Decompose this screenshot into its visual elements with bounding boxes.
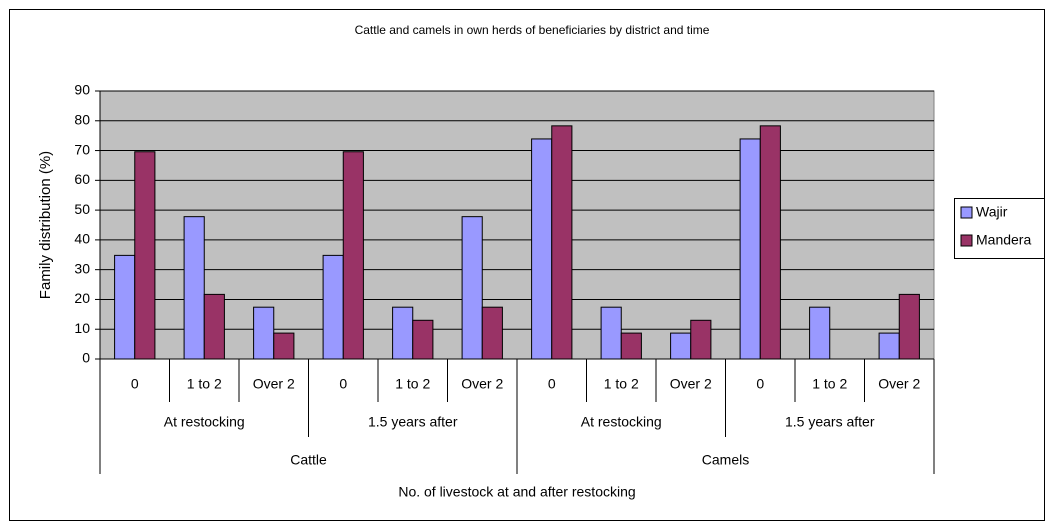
bar: [273, 332, 295, 360]
group-label: At restocking: [164, 414, 245, 430]
bar: [203, 293, 225, 360]
bar: [134, 151, 156, 360]
bar: [412, 319, 434, 360]
bar: [392, 306, 414, 360]
legend-label: Mandera: [976, 232, 1031, 248]
group-label: Camels: [702, 452, 749, 468]
group-label: At restocking: [581, 414, 662, 430]
bar: [898, 293, 920, 360]
y-axis-title: Family distribution (%): [37, 151, 54, 299]
bar: [670, 332, 692, 360]
y-tick-label: 60: [74, 171, 90, 187]
bar: [739, 138, 761, 360]
bar: [183, 216, 205, 360]
x-tick-label: Over 2: [878, 376, 920, 392]
x-tick-label: Over 2: [253, 376, 295, 392]
x-tick-label: 0: [548, 376, 556, 392]
bar: [531, 138, 553, 360]
bar: [600, 306, 622, 360]
y-tick-label: 0: [82, 350, 90, 366]
group-label: 1.5 years after: [368, 414, 458, 430]
group-label: Cattle: [290, 452, 327, 468]
x-tick-label: Over 2: [670, 376, 712, 392]
bar: [342, 151, 364, 360]
x-tick-label: 0: [339, 376, 347, 392]
bar: [620, 332, 642, 360]
bar: [253, 306, 275, 360]
bar: [461, 216, 483, 360]
group-label: 1.5 years after: [785, 414, 875, 430]
bar: [322, 254, 344, 360]
bar: [809, 306, 831, 360]
bar: [551, 125, 573, 360]
bar: [759, 125, 781, 360]
bar: [481, 306, 503, 360]
x-tick-label: 1 to 2: [604, 376, 639, 392]
y-tick-label: 50: [74, 201, 90, 217]
x-tick-label: 0: [756, 376, 764, 392]
y-tick-label: 40: [74, 231, 90, 247]
x-tick-label: 0: [131, 376, 139, 392]
y-tick-label: 70: [74, 141, 90, 157]
x-axis-title: No. of livestock at and after restocking: [398, 484, 635, 500]
legend-swatch: [960, 206, 973, 219]
bar: [878, 332, 900, 360]
bar: [690, 319, 712, 360]
x-tick-label: 1 to 2: [812, 376, 847, 392]
y-tick-label: 10: [74, 320, 90, 336]
y-tick-label: 90: [74, 82, 90, 98]
y-tick-label: 20: [74, 290, 90, 306]
x-tick-label: 1 to 2: [395, 376, 430, 392]
y-tick-label: 80: [74, 111, 90, 127]
y-tick-label: 30: [74, 260, 90, 276]
x-tick-label: 1 to 2: [187, 376, 222, 392]
x-tick-label: Over 2: [461, 376, 503, 392]
legend-swatch: [960, 234, 973, 247]
plot-area: [99, 90, 935, 360]
chart-title: Cattle and camels in own herds of benefi…: [355, 23, 710, 37]
legend-label: Wajir: [976, 204, 1008, 220]
bar: [114, 254, 136, 360]
